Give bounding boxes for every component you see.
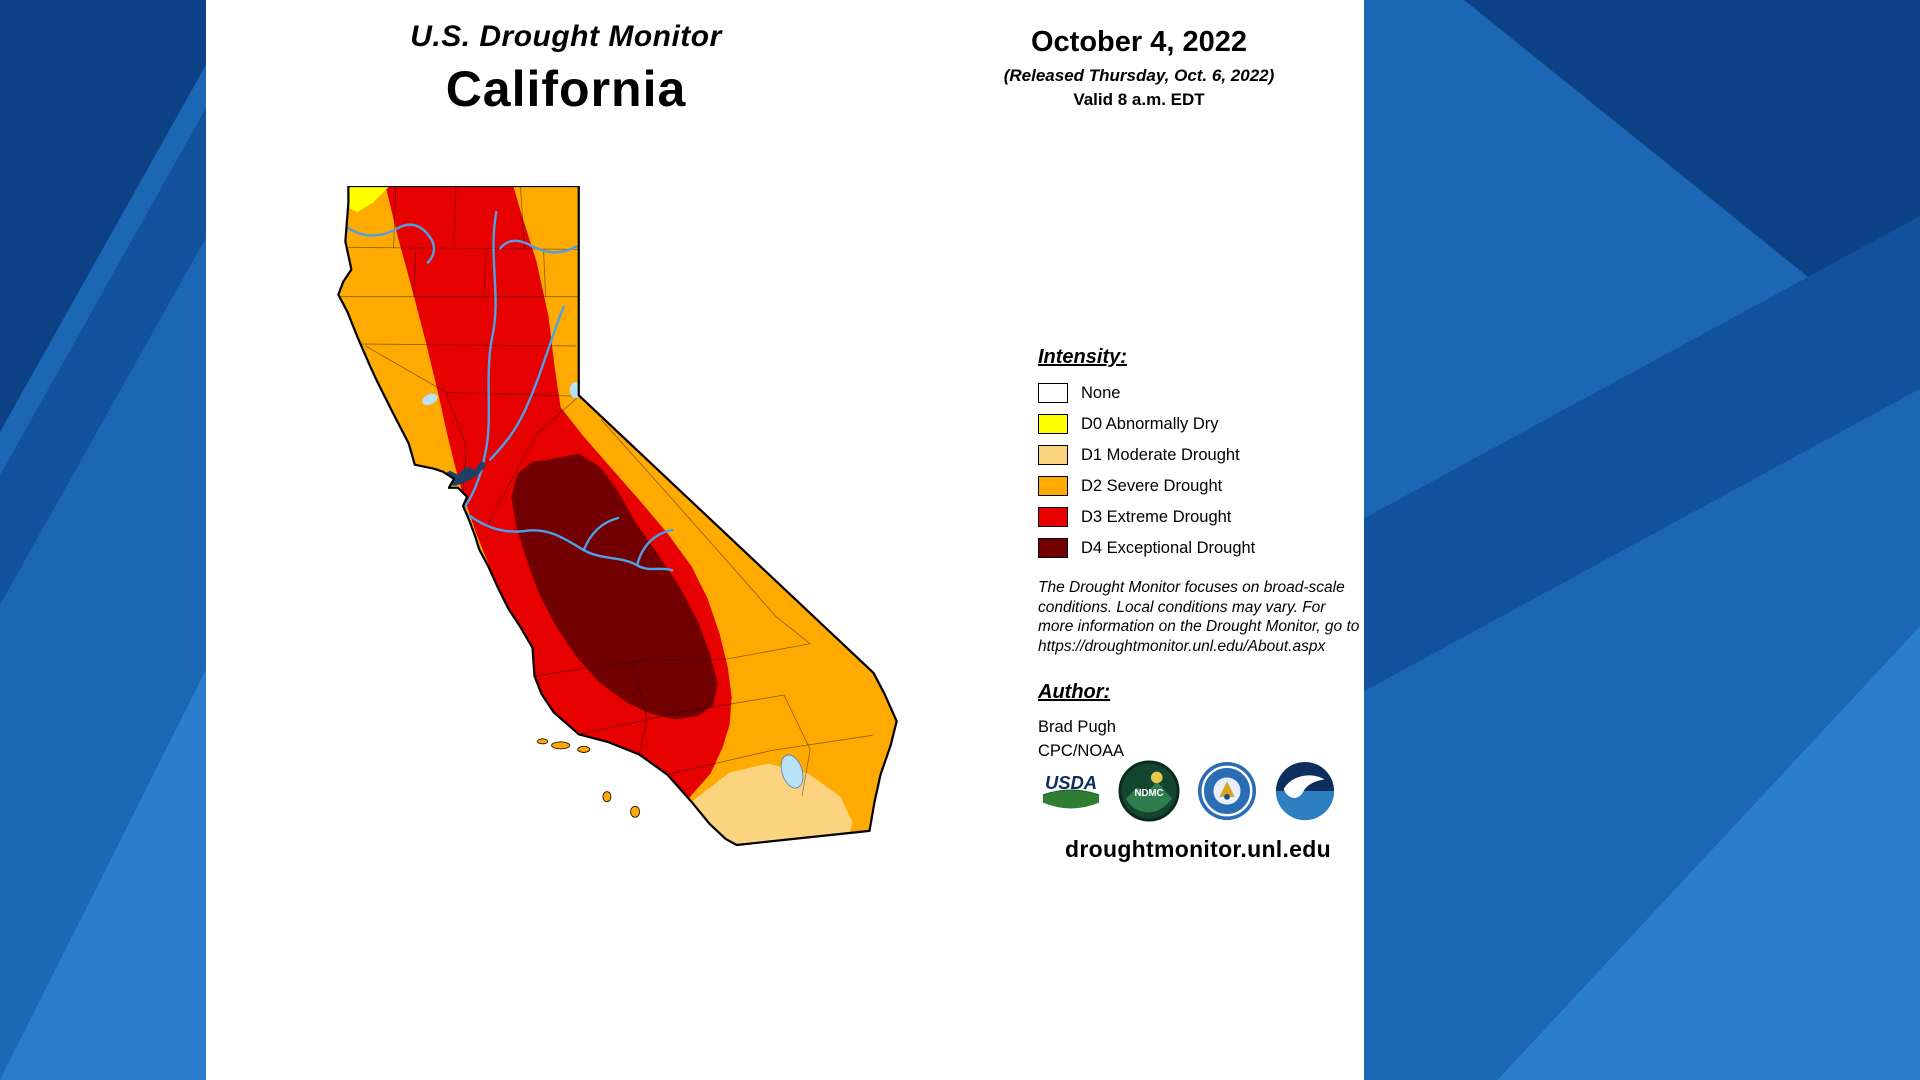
legend-item: None [1038,383,1368,403]
author-name: Brad Pugh [1038,718,1116,736]
legend-swatch-d4 [1038,538,1068,558]
legend-label: None [1081,383,1121,402]
legend: Intensity: None D0 Abnormally Dry D1 Mod… [1038,346,1368,569]
legend-label: D4 Exceptional Drought [1081,538,1256,557]
report-title: U.S. Drought Monitor [410,20,722,53]
background-left-decoration [0,0,206,1080]
map-region-d0 [345,186,390,213]
ndmc-logo: NDMC [1118,760,1180,822]
county-borders [340,186,873,796]
legend-swatch-d0 [1038,414,1068,434]
title-block: U.S. Drought Monitor California [266,20,866,118]
date-block: October 4, 2022 (Released Thursday, Oct.… [939,26,1339,110]
commerce-seal-logo [1196,760,1258,822]
drought-monitor-url: droughtmonitor.unl.edu [1065,836,1331,862]
author-org: CPC/NOAA [1038,742,1125,760]
drought-monitor-graphic: U.S. Drought Monitor California October … [206,0,1364,1080]
usda-logo-text: USDA [1045,772,1097,793]
legend-item: D4 Exceptional Drought [1038,538,1368,558]
valid-time: Valid 8 a.m. EDT [1073,90,1205,109]
release-date: (Released Thursday, Oct. 6, 2022) [1003,66,1275,85]
legend-label: D2 Severe Drought [1081,476,1223,495]
disclaimer-text: The Drought Monitor focuses on broad-sca… [1038,579,1360,656]
legend-swatch-d2 [1038,476,1068,496]
legend-label: D1 Moderate Drought [1081,445,1240,464]
legend-swatch-d3 [1038,507,1068,527]
legend-heading: Intensity: [1038,346,1127,368]
clear-lake [422,393,438,405]
legend-label: D0 Abnormally Dry [1081,414,1219,433]
agency-logos: USDA NDMC [1040,760,1336,822]
background-right-decoration [1364,0,1920,1080]
ndmc-logo-text: NDMC [1134,788,1163,799]
legend-item: D3 Extreme Drought [1038,507,1368,527]
map-region-d4 [511,453,718,720]
legend-swatch-d1 [1038,445,1068,465]
author-heading: Author: [1038,681,1111,703]
legend-item: D0 Abnormally Dry [1038,414,1368,434]
region-title: California [445,61,687,117]
legend-swatch-none [1038,383,1068,403]
map-date: October 4, 2022 [1031,26,1247,58]
legend-label: D3 Extreme Drought [1081,507,1232,526]
legend-item: D1 Moderate Drought [1038,445,1368,465]
california-map-svg [337,186,898,847]
salton-sea [780,754,804,789]
channel-islands [537,738,641,818]
legend-item: D2 Severe Drought [1038,476,1368,496]
legend-rows: None D0 Abnormally Dry D1 Moderate Droug… [1038,383,1368,558]
usda-logo: USDA [1040,760,1102,822]
author-block: Author: Brad Pugh CPC/NOAA [1038,681,1124,761]
river-lines [344,210,674,572]
map-region-d1 [691,763,853,845]
noaa-logo [1274,760,1336,822]
california-drought-map [336,186,902,850]
